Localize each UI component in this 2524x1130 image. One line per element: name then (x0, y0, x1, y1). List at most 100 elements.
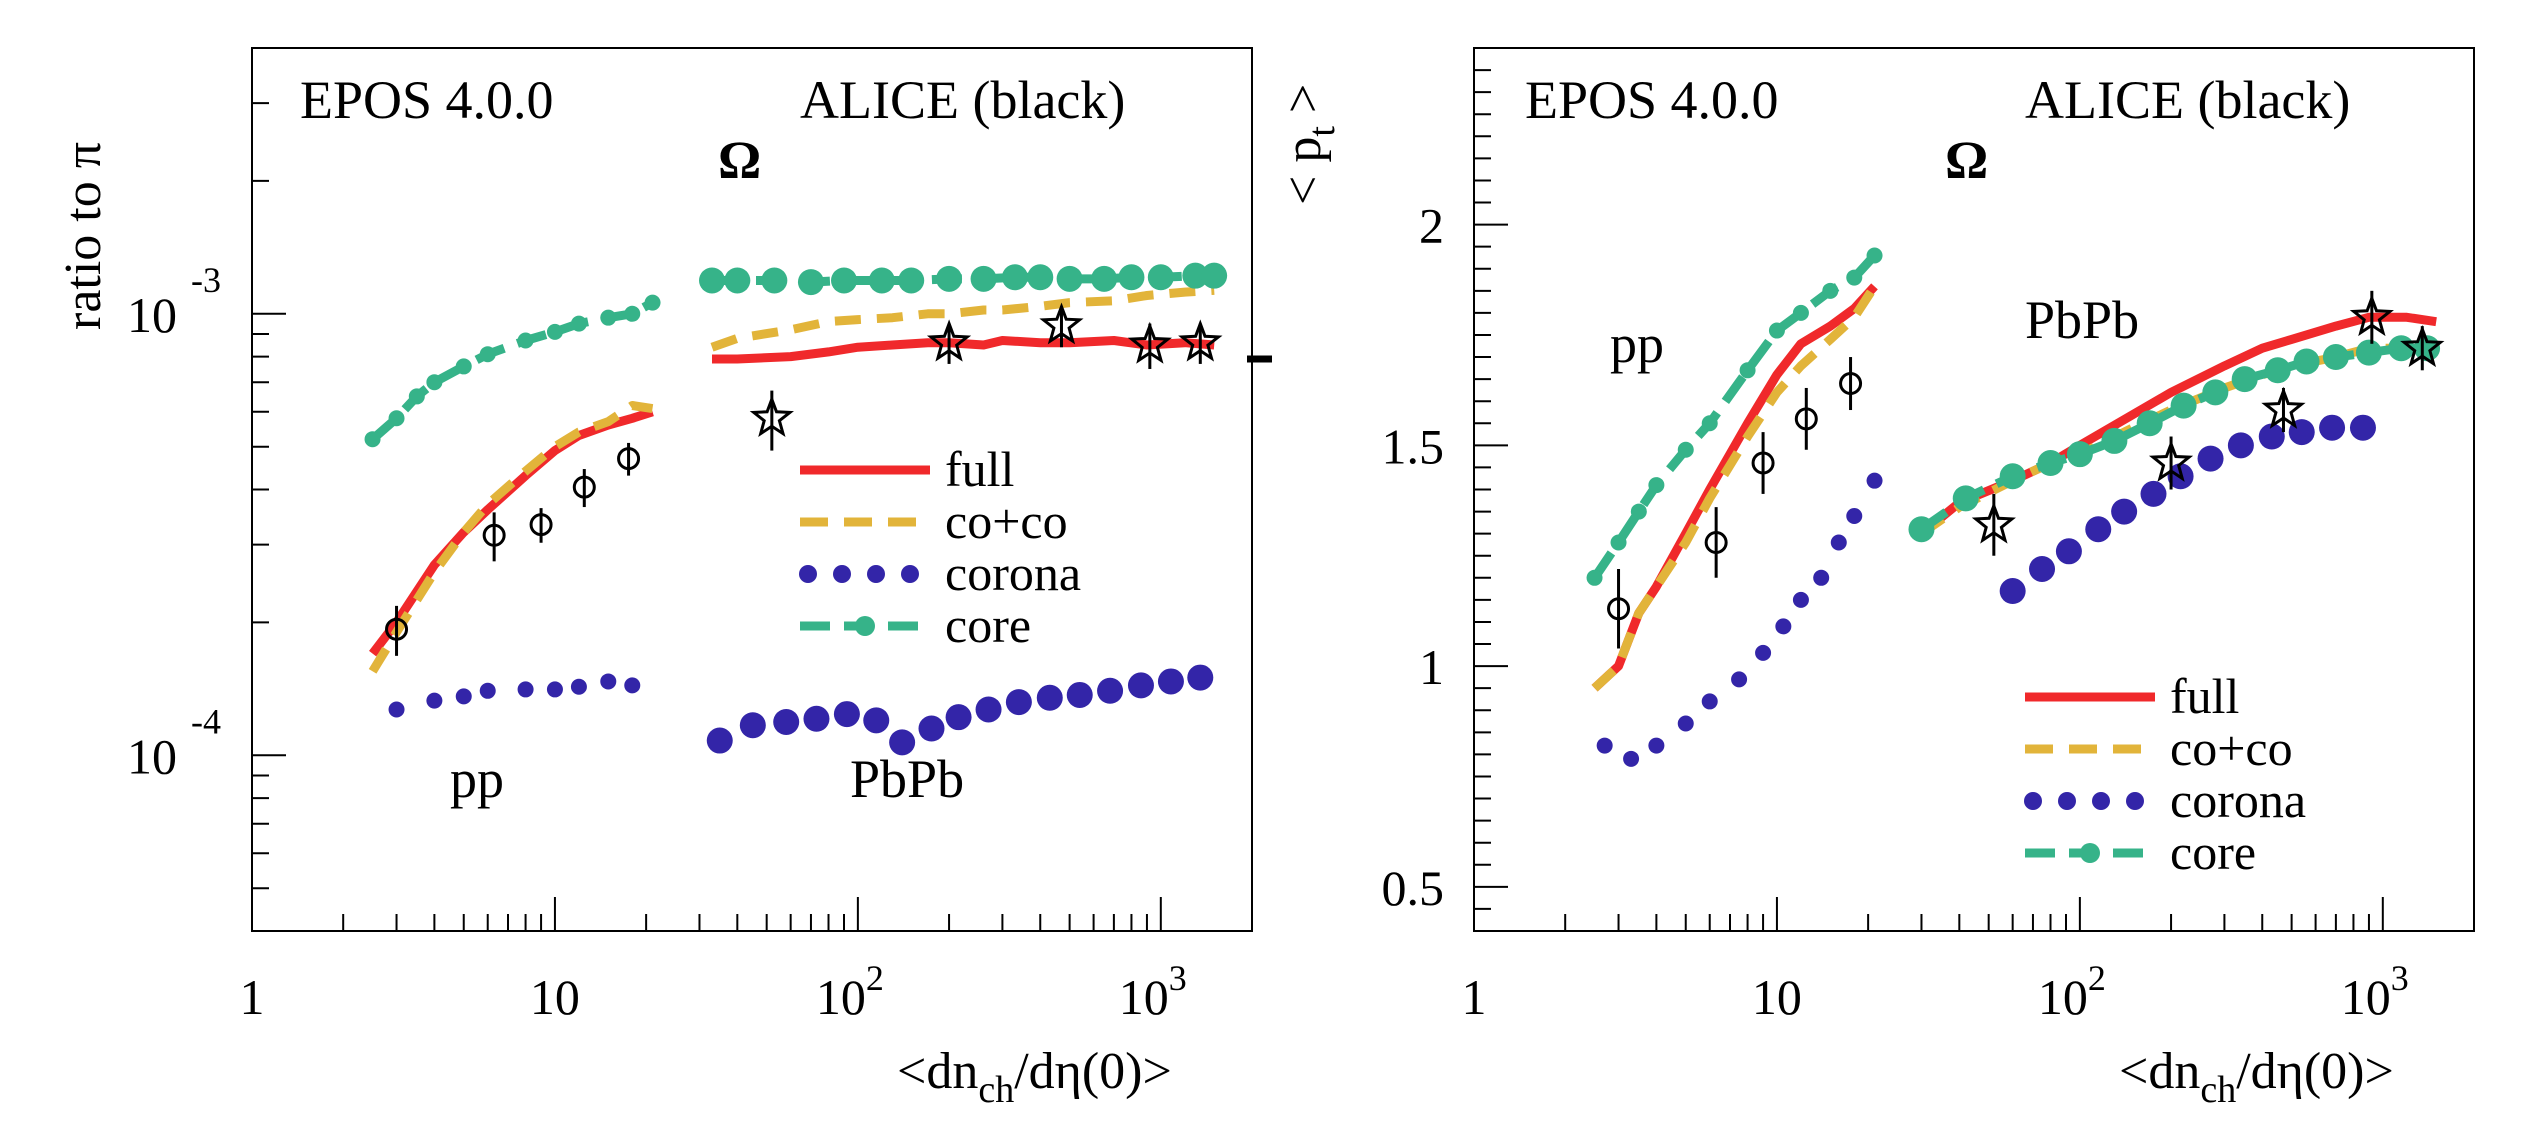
pt-core-pp-point (1739, 362, 1756, 379)
ratio-corona-pp-point (517, 681, 534, 698)
pt-corona-pbpb-point (2227, 432, 2254, 459)
ratio-legend-swatch-core-dot (855, 616, 875, 636)
pt-core-pp-point (1768, 322, 1785, 339)
pt-core-pbpb-point (1908, 516, 1935, 543)
ratio-corona-pbpb-point (945, 704, 972, 731)
pt-corona-pbpb-point (2111, 498, 2138, 525)
ratio-core-pp-point (644, 294, 661, 311)
pt-corona-pp-point (1648, 737, 1665, 754)
ratio-core-pbpb-point (1027, 264, 1054, 291)
ratio-core-pp-point (364, 431, 381, 448)
pt-panel: 1 10 102 103 0.5 1 1.5 2 EPOS 4.0.0 ALICE (blac… (1275, 47, 2475, 1111)
pt-corona-pbpb-point (2085, 516, 2112, 543)
ratio-pp-label: pp (450, 749, 504, 809)
ratio-alice-pp-point (572, 475, 596, 499)
pt-particle-label: Ω (1945, 130, 1988, 190)
pt-corona-pbpb-point (2029, 555, 2056, 582)
pt-core-pbpb-point (2066, 441, 2093, 468)
pt-legend-swatch-core-dot (2080, 843, 2100, 863)
ratio-coco-pbpb-line (710, 285, 1215, 352)
pt-core-pp-point (1610, 534, 1627, 551)
ratio-corona-pbpb-point (1127, 672, 1154, 699)
ratio-legend-label-core: core (945, 597, 1031, 653)
pt-corona-pp-point (1731, 671, 1748, 688)
pt-corona-pp-point (1701, 693, 1718, 710)
pt-y-title-tail: > (1275, 84, 1332, 126)
pt-x-axis-title: <dnch/dη(0)> (2119, 1043, 2394, 1111)
ratio-x-axis-title: <dnch/dη(0)> (897, 1043, 1172, 1111)
pt-y-tick-label: 2 (1419, 198, 1444, 254)
pt-alice-pbpb-point (2400, 324, 2445, 368)
pt-alice-pbpb-point (1971, 501, 2016, 544)
pt-core-pbpb-point (2355, 339, 2382, 366)
pt-core-pp-point (1822, 282, 1839, 299)
ratio-full-pp-line (369, 407, 654, 657)
pt-corona-pbpb-point (2319, 414, 2346, 441)
ratio-core-pp-point (517, 332, 534, 349)
ratio-legend-swatch-corona (799, 565, 817, 583)
ratio-legend-item-coco: co+co (800, 493, 1068, 549)
ratio-legend-item-corona: corona (799, 545, 1081, 601)
pt-x-title-tail: /dη(0)> (2236, 1043, 2394, 1100)
ratio-core-pbpb-point (1118, 264, 1145, 291)
ratio-core-pp-point (570, 315, 587, 332)
ratio-corona-pbpb-point (739, 712, 766, 739)
pt-alice-pbpb-point (2148, 439, 2194, 482)
pt-corona-pp-point (1596, 737, 1613, 754)
ratio-core-pbpb-point (724, 267, 751, 294)
pt-core-pp-point (1701, 415, 1718, 432)
pt-pp-label: pp (1610, 314, 1664, 374)
pt-legend-item-corona: corona (2024, 772, 2306, 828)
pt-model-label: EPOS 4.0.0 (1525, 70, 1779, 130)
ratio-core-pbpb-point (1147, 264, 1174, 291)
pt-corona-pbpb-point (2258, 423, 2285, 450)
ratio-corona-pbpb-point (1187, 664, 1214, 691)
pt-corona-pp-point (1755, 644, 1772, 661)
ratio-corona-pp-point (388, 701, 405, 718)
ratio-core-pbpb-point (936, 265, 963, 292)
ratio-x-tick-label: 10 (530, 969, 580, 1025)
ratio-corona-pbpb-point (833, 701, 860, 728)
ratio-legend-item-full: full (800, 441, 1014, 497)
ratio-panel: 1 10 102 103 10-3 10-4 EPOS 4.0.0 ALICE (blac… (55, 47, 1272, 1111)
pt-corona-pbpb-point (2055, 538, 2082, 565)
pt-core-pbpb-point (2170, 392, 2197, 419)
ratio-corona-pbpb-point (918, 715, 945, 742)
pt-x-title-main: <dn (2119, 1043, 2200, 1100)
pt-core-pp-point (1630, 503, 1647, 520)
ratio-corona-pbpb-point (1066, 681, 1093, 708)
ratio-particle-label: Ω (718, 130, 761, 190)
ratio-tick-labels: 1 10 102 103 10-3 10-4 (127, 260, 1187, 1025)
pt-coco-pbpb-line (1918, 343, 2437, 538)
ratio-core-pp-point (408, 388, 425, 405)
ratio-core-pbpb-point (831, 267, 858, 294)
pt-legend-item-core: core (2025, 824, 2256, 880)
pt-alice-pp-point (1704, 530, 1728, 554)
ratio-x-title-sub: ch (978, 1069, 1014, 1111)
pt-corona-pp-point (1866, 472, 1883, 489)
ratio-y-tick-label: 10-4 (127, 701, 221, 784)
ratio-core-pbpb-point (970, 265, 997, 292)
pt-x-tick-label: 10 (1752, 969, 1802, 1025)
pt-corona-pp-point (1623, 750, 1640, 767)
ratio-core-pp-point (546, 323, 563, 340)
ratio-core-pp-point (455, 358, 472, 375)
ratio-y-tick-label: 10-3 (127, 260, 221, 343)
ratio-corona-pbpb-point (975, 696, 1002, 723)
pt-coco-pp-line (1591, 283, 1879, 692)
ratio-alice-pp-point (482, 523, 506, 547)
ratio-corona-pbpb-point (1036, 684, 1063, 711)
pt-axis-ticks (1473, 47, 2475, 932)
pt-x-title-sub: ch (2200, 1069, 2236, 1111)
ratio-core-pbpb-point (797, 269, 824, 296)
ratio-corona-pp-point (624, 677, 641, 694)
pt-alice-pbpb-point (2349, 294, 2394, 337)
ratio-coco-pp-line (368, 401, 654, 674)
ratio-series (364, 262, 1228, 756)
pt-y-title-main: < p (1275, 137, 1332, 205)
ratio-x-tick-label: 102 (816, 958, 884, 1025)
pt-corona-pp-point (1677, 715, 1694, 732)
